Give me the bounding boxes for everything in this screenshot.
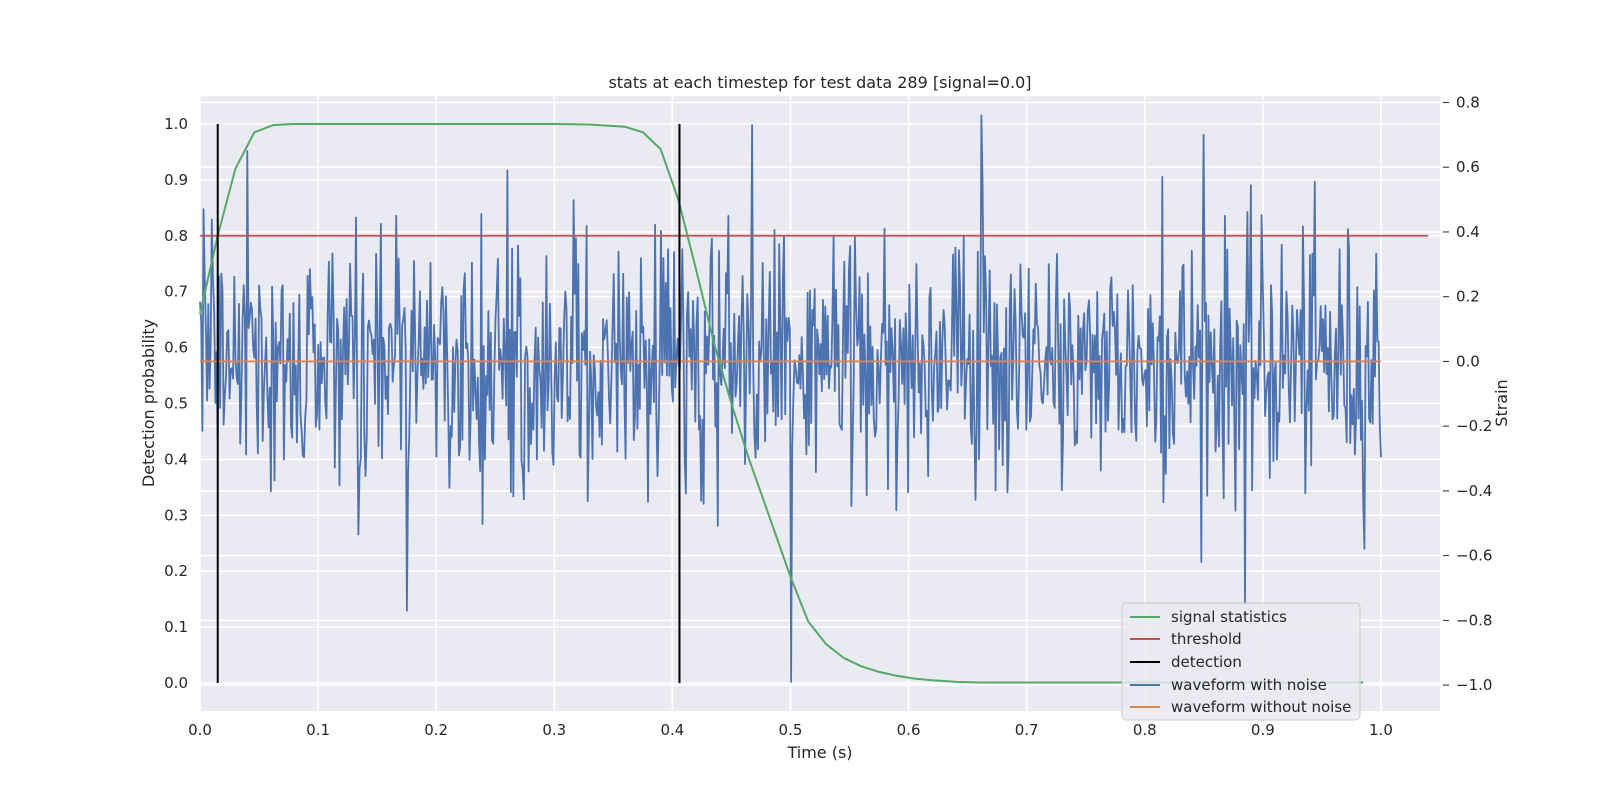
y-tick-label-left: 0.4 [164, 450, 188, 468]
legend-label-detection: detection [1171, 653, 1242, 671]
y-tick-label-right: 0.4 [1456, 223, 1480, 241]
y-tick-label-right: −1.0 [1456, 676, 1492, 694]
x-tick-label: 0.9 [1251, 721, 1275, 739]
y-tick-label-left: 0.8 [164, 227, 188, 245]
legend-box [1121, 602, 1361, 721]
y-axis-label-right: Strain [1492, 379, 1511, 426]
x-tick-label: 0.2 [424, 721, 448, 739]
y-tick-label-left: 0.1 [164, 618, 188, 636]
y-tick-label-right: −0.4 [1456, 482, 1492, 500]
chart-title: stats at each timestep for test data 289… [608, 73, 1031, 92]
y-tick-label-left: 0.5 [164, 395, 188, 413]
ticks: 0.0 0.1 0.2 0.3 0.4 0.5 0.6 0.7 0.8 0.9 1.0 0.0 0.1 0… [164, 93, 1492, 739]
x-tick-label: 0.1 [306, 721, 330, 739]
y-axis-label-left: Detection probability [139, 319, 158, 487]
x-tick-label: 0.5 [779, 721, 803, 739]
y-tick-label-left: 0.0 [164, 674, 188, 692]
y-tick-label-left: 1.0 [164, 115, 188, 133]
x-tick-label: 0.7 [1015, 721, 1039, 739]
x-tick-label: 0.0 [188, 721, 212, 739]
x-tick-label: 0.4 [660, 721, 684, 739]
y-tick-label-left: 0.3 [164, 506, 188, 524]
y-tick-label-right: 0.6 [1456, 158, 1480, 176]
y-tick-label-left: 0.6 [164, 339, 188, 357]
legend-label-waveform-with-noise: waveform with noise [1171, 676, 1327, 694]
series [199, 114, 1429, 684]
x-tick-label: 1.0 [1369, 721, 1393, 739]
y-tick-label-right: −0.8 [1456, 611, 1492, 629]
y-tick-label-right: −0.6 [1456, 547, 1492, 565]
y-tick-label-left: 0.9 [164, 171, 188, 189]
signal-statistics-line [199, 123, 1364, 684]
legend-label-signal-statistics: signal statistics [1171, 608, 1287, 626]
y-tick-label-left: 0.7 [164, 283, 188, 301]
y-tick-label-right: −0.2 [1456, 417, 1492, 435]
waveform-with-noise-line [199, 114, 1382, 683]
y-tick-label-right: 0.0 [1456, 352, 1480, 370]
x-tick-label: 0.6 [897, 721, 921, 739]
y-tick-label-left: 0.2 [164, 562, 188, 580]
y-tick-label-right: 0.2 [1456, 288, 1480, 306]
x-tick-label: 0.3 [542, 721, 566, 739]
legend-label-waveform-without-noise: waveform without noise [1171, 698, 1351, 716]
x-axis-label: Time (s) [786, 743, 852, 762]
legend-label-threshold: threshold [1171, 630, 1242, 648]
legend: signal statistics threshold detection wa… [1121, 602, 1361, 721]
y-tick-label-right: 0.8 [1456, 93, 1480, 111]
x-tick-label: 0.8 [1133, 721, 1157, 739]
